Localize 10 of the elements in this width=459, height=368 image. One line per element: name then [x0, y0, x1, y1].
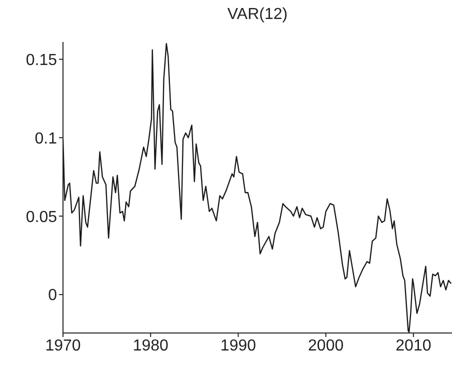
x-tick-label: 1990 [220, 337, 256, 354]
y-tick-label: 0 [48, 287, 58, 304]
x-tick-label: 1980 [132, 337, 169, 354]
y-tick-label: 0.1 [34, 130, 58, 148]
y-tick-label: 0.05 [26, 208, 58, 226]
y-tick-label: 0.15 [26, 52, 58, 69]
x-tick-label: 2000 [308, 337, 344, 354]
chart-title: VAR(12) [226, 6, 289, 24]
x-tick-label: 2010 [396, 337, 432, 354]
x-tick-label: 1970 [45, 337, 81, 354]
